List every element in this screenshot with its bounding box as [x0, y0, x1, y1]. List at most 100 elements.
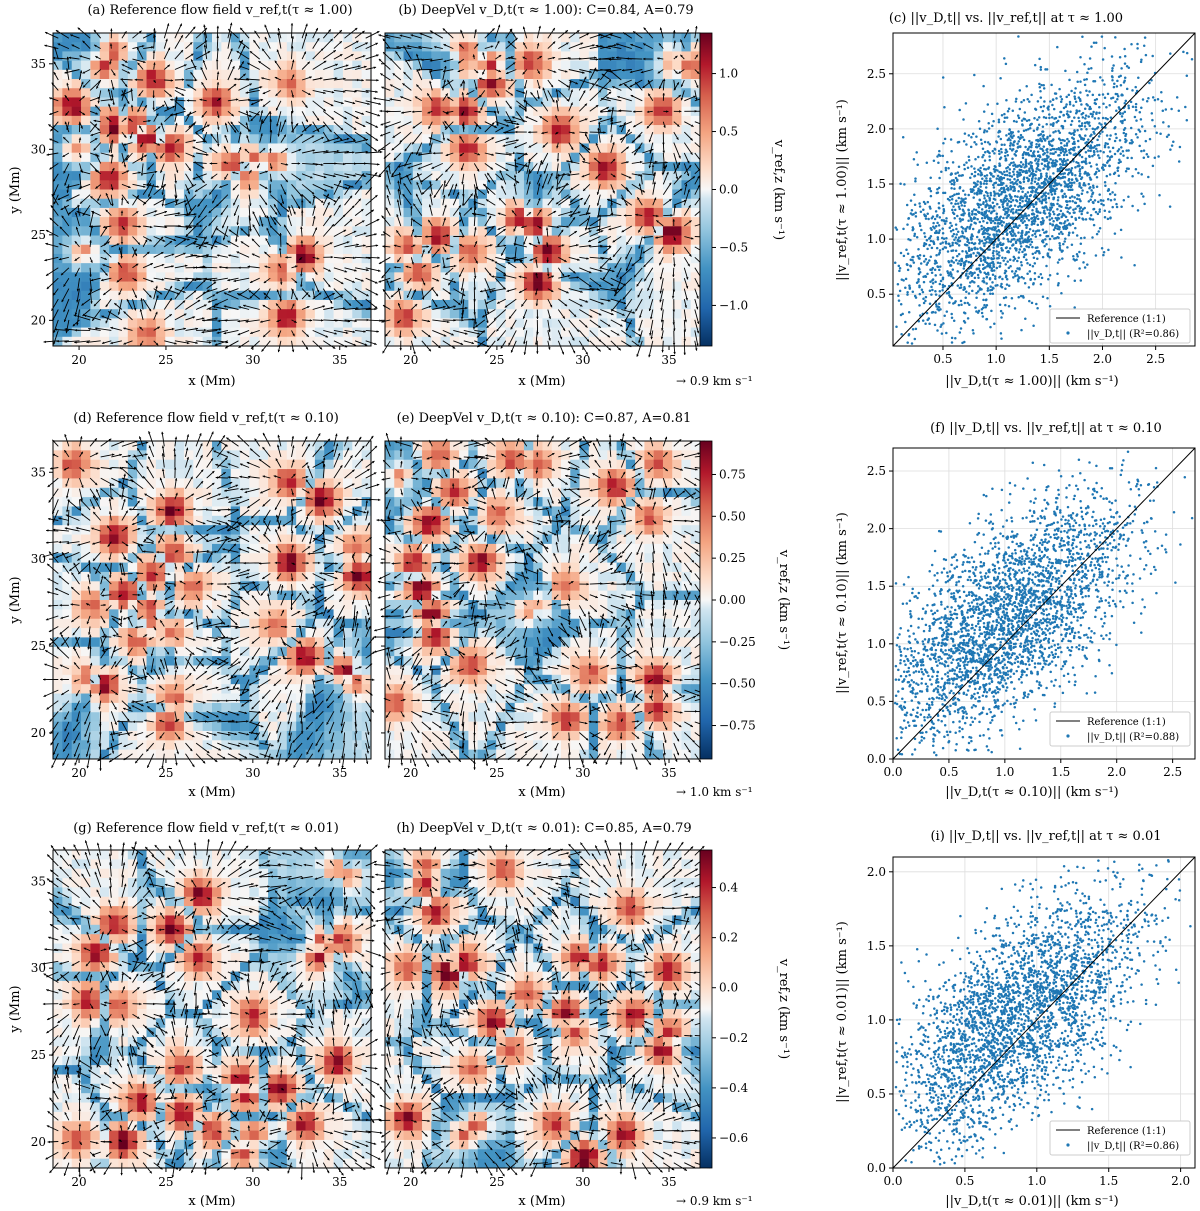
- flow-arrowhead: [136, 195, 139, 198]
- vz-cell: [662, 290, 673, 301]
- vz-cell: [53, 272, 63, 282]
- vz-cell: [202, 336, 213, 347]
- vz-cell: [258, 336, 269, 347]
- vz-cell: [109, 125, 119, 135]
- flow-arrowhead: [111, 154, 114, 157]
- vz-cell: [127, 79, 138, 89]
- vz-cell: [352, 290, 362, 301]
- vz-cell: [202, 106, 213, 117]
- vz-cell: [212, 79, 222, 89]
- flow-arrowhead: [90, 133, 94, 136]
- vz-cell: [551, 134, 562, 144]
- vz-cell: [286, 171, 297, 181]
- vz-cell: [662, 327, 673, 338]
- vz-cell: [268, 263, 278, 273]
- vz-cell: [90, 42, 101, 52]
- vz-cell: [477, 180, 488, 190]
- vz-cell: [146, 336, 157, 347]
- vz-cell: [551, 309, 562, 319]
- flow-arrowhead: [148, 194, 151, 197]
- vz-cell: [449, 33, 460, 43]
- flow-arrowhead: [65, 112, 68, 116]
- vz-cell: [570, 309, 580, 319]
- flow-arrowhead: [66, 56, 69, 60]
- flow-arrowhead: [124, 135, 127, 138]
- flow-arrowhead: [183, 313, 187, 316]
- vz-cell: [53, 42, 63, 52]
- vz-cell: [296, 33, 306, 43]
- vz-cell: [165, 253, 175, 264]
- vz-cell: [53, 309, 63, 319]
- vz-cell: [542, 51, 553, 61]
- vz-cell: [579, 60, 590, 71]
- vz-cell: [174, 189, 185, 200]
- flow-arrow: [44, 256, 59, 262]
- vz-cell: [62, 115, 72, 126]
- flow-arrow: [74, 298, 80, 316]
- vz-cell: [403, 134, 414, 144]
- flow-arrow: [74, 340, 91, 344]
- vz-cell: [542, 134, 553, 144]
- vz-cell: [459, 143, 469, 153]
- vz-cell: [62, 290, 72, 301]
- flow-arrowhead: [58, 243, 62, 246]
- flow-arrowhead: [109, 62, 112, 65]
- vz-cell: [230, 97, 241, 107]
- vz-cell: [653, 106, 664, 117]
- vz-cell: [53, 97, 63, 107]
- vz-cell: [352, 60, 362, 71]
- vz-cell: [314, 106, 325, 117]
- vz-cell: [431, 290, 441, 301]
- vz-cell: [137, 33, 147, 43]
- vz-cell: [342, 189, 353, 200]
- flow-arrowhead: [152, 50, 156, 53]
- vz-cell: [118, 42, 129, 52]
- vz-cell: [361, 253, 372, 264]
- vz-cell: [690, 79, 701, 89]
- flow-arrowhead: [167, 64, 170, 68]
- vz-cell: [137, 79, 147, 89]
- vz-cell: [588, 171, 599, 181]
- vz-cell: [314, 51, 325, 61]
- vz-cell: [505, 217, 515, 227]
- vz-cell: [62, 88, 72, 98]
- vz-cell: [193, 253, 203, 264]
- vz-cell: [53, 189, 63, 200]
- vz-cell: [183, 134, 194, 144]
- vz-cell: [174, 42, 185, 52]
- vz-cell: [127, 290, 138, 301]
- flow-arrowhead: [74, 341, 77, 344]
- flow-arrowhead: [150, 280, 154, 283]
- vz-cell: [127, 226, 138, 236]
- vz-cell: [240, 309, 250, 319]
- vz-cell: [202, 97, 213, 107]
- vz-cell: [352, 309, 362, 319]
- vz-cell: [258, 143, 269, 153]
- vz-cell: [385, 299, 395, 310]
- flow-arrowhead: [192, 154, 195, 158]
- vz-cell: [324, 226, 334, 236]
- vz-cell: [551, 51, 562, 61]
- vz-cell: [616, 143, 627, 153]
- vz-cell: [109, 226, 119, 236]
- flow-arrowhead: [53, 201, 56, 205]
- flow-arrowhead: [123, 327, 126, 330]
- flow-arrowhead: [143, 185, 146, 188]
- vz-cell: [183, 42, 194, 52]
- vz-cell: [570, 134, 580, 144]
- flow-arrowhead: [154, 170, 158, 174]
- vz-cell: [449, 88, 460, 98]
- flow-arrow: [142, 210, 158, 217]
- flow-arrowhead: [49, 138, 52, 141]
- vz-cell: [305, 125, 316, 135]
- flow-arrow: [61, 288, 70, 303]
- flow-arrowhead: [70, 34, 73, 37]
- vz-cell: [662, 134, 673, 144]
- vz-cell: [496, 88, 506, 98]
- vz-cell: [81, 299, 91, 310]
- vz-cell: [118, 309, 129, 319]
- vz-cell: [468, 281, 478, 292]
- vz-cell: [598, 272, 608, 282]
- flow-arrowhead: [170, 98, 173, 101]
- vz-cell: [258, 125, 269, 135]
